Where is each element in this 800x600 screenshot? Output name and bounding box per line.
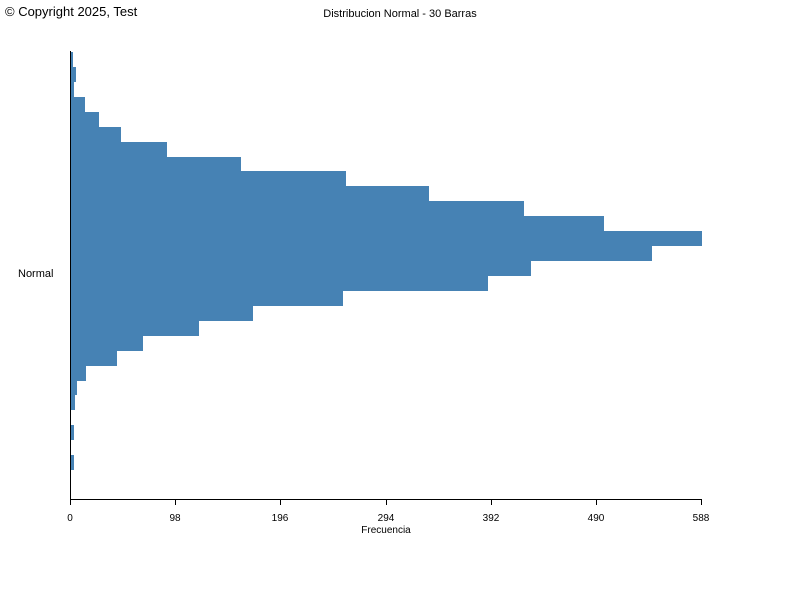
y-axis-category-label: Normal [18, 268, 54, 280]
histogram-bar [71, 276, 488, 291]
x-axis-tick-label: 196 [271, 513, 289, 524]
histogram-bar [71, 381, 77, 395]
x-axis-tick-label: 490 [587, 513, 605, 524]
x-axis-tick-label: 588 [692, 513, 710, 524]
x-axis-tick [596, 500, 597, 505]
histogram-bar [71, 157, 241, 171]
x-axis-tick [386, 500, 387, 505]
histogram-bar [71, 425, 74, 440]
histogram-bar [71, 321, 199, 336]
x-axis-tick [175, 500, 176, 505]
histogram-bar [71, 142, 167, 157]
histogram-bar [71, 67, 76, 82]
x-axis-title: Frecuencia [361, 525, 411, 536]
histogram-bar [71, 306, 253, 321]
x-axis-tick [70, 500, 71, 505]
histogram-bar [71, 246, 652, 261]
histogram-bar [71, 127, 121, 142]
x-axis-tick [701, 500, 702, 505]
x-axis-tick [280, 500, 281, 505]
histogram-bar [71, 216, 604, 231]
histogram-bar [71, 291, 343, 306]
x-axis-tick-label: 294 [377, 513, 395, 524]
histogram-bar [71, 261, 531, 276]
x-axis-line [70, 499, 702, 500]
histogram-bar [71, 97, 85, 112]
x-axis-tick-label: 392 [482, 513, 500, 524]
histogram-bar [71, 171, 346, 186]
copyright-text: © Copyright 2025, Test [5, 4, 138, 19]
histogram-bar [71, 186, 429, 201]
x-axis-tick [491, 500, 492, 505]
chart-title: Distribucion Normal - 30 Barras [323, 8, 477, 20]
histogram-bar [71, 351, 117, 366]
histogram-bar [71, 366, 86, 381]
y-axis-line [70, 51, 71, 500]
x-axis-tick-label: 98 [169, 513, 181, 524]
histogram-bar [71, 455, 74, 470]
histogram-bar [71, 231, 702, 246]
x-axis-tick-label: 0 [67, 513, 73, 524]
histogram-bar [71, 112, 99, 127]
histogram-bar [71, 52, 73, 67]
histogram-bar [71, 82, 74, 97]
histogram-bar [71, 336, 143, 351]
histogram-bar [71, 395, 75, 410]
histogram-bar [71, 201, 524, 216]
